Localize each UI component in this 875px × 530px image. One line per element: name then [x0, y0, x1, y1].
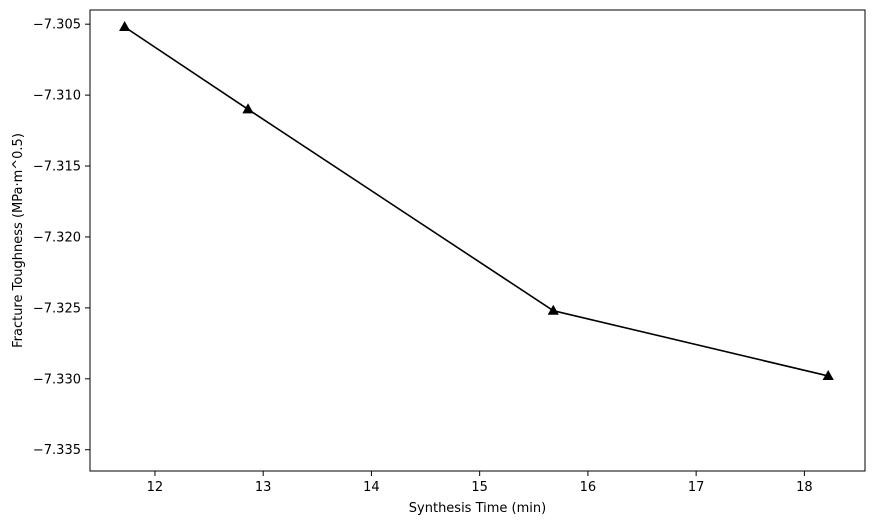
x-tick-label: 14 [363, 480, 380, 495]
y-tick-label: −7.330 [33, 372, 81, 387]
data-point [822, 369, 834, 381]
y-tick-label: −7.325 [33, 301, 81, 316]
data-point [242, 103, 254, 114]
x-tick-label: 16 [580, 480, 597, 495]
x-tick-label: 17 [688, 480, 705, 495]
y-axis-label: Fracture Toughness (MPa·m^0.5) [11, 133, 26, 348]
y-tick-label: −7.305 [33, 18, 81, 33]
x-tick-label: 12 [147, 480, 164, 495]
data-point [547, 304, 559, 315]
y-tick-label: −7.315 [33, 160, 81, 175]
x-tick-label: 18 [796, 480, 813, 495]
series-line [124, 26, 829, 377]
x-tick-label: 13 [255, 480, 272, 495]
plot-frame [89, 9, 866, 472]
x-axis-label: Synthesis Time (min) [409, 501, 546, 516]
y-tick-label: −7.310 [33, 89, 81, 104]
y-tick-label: −7.320 [33, 230, 81, 245]
plot-area [90, 10, 865, 471]
data-point [119, 21, 131, 32]
x-tick-label: 15 [471, 480, 488, 495]
y-tick-label: −7.335 [33, 443, 81, 458]
